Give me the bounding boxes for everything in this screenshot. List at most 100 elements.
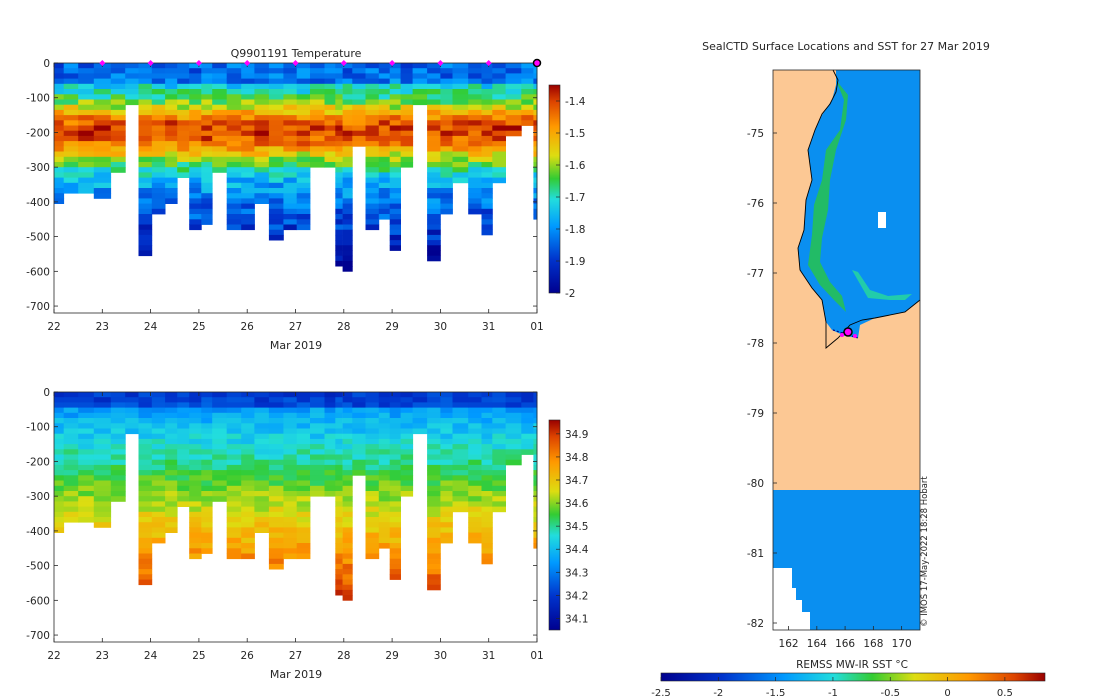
profile-cell <box>241 438 255 445</box>
profile-cell <box>177 156 190 163</box>
profile-cell <box>342 496 353 502</box>
profile-cell <box>283 156 298 163</box>
profile-cell <box>427 109 441 116</box>
profile-cell <box>412 83 428 90</box>
profile-cell <box>268 480 284 487</box>
profile-cell <box>151 115 166 121</box>
profile-cell <box>177 392 190 398</box>
profile-cell <box>268 177 284 184</box>
profile-cell <box>138 569 153 575</box>
profile-cell <box>481 511 493 518</box>
profile-cell <box>335 392 343 398</box>
profile-cell <box>365 470 380 476</box>
profile-cell <box>335 115 343 121</box>
profile-cell <box>226 99 242 106</box>
profile-cell <box>335 402 343 408</box>
profile-cell <box>226 83 242 90</box>
profile-cell <box>389 438 401 445</box>
profile-cell <box>138 418 153 424</box>
profile-cell <box>138 402 153 408</box>
profile-cell <box>335 579 343 586</box>
profile-cell <box>283 99 298 106</box>
profile-cell <box>533 511 538 518</box>
map-y-tick-label: -75 <box>747 128 764 140</box>
sst-colorbar-ticks: -2.5 -2 -1.5 -1 -0.5 0 0.5 <box>651 677 1013 699</box>
profile-cell <box>283 418 298 424</box>
profile-cell <box>226 527 242 533</box>
profile-cell <box>241 125 255 132</box>
profile-cell <box>427 438 441 445</box>
profile-cell <box>296 219 311 225</box>
profile-cell <box>427 250 441 257</box>
profile-cell <box>189 219 202 225</box>
profile-cell <box>468 470 482 476</box>
sst-colorbar-tick-label: -2 <box>713 688 723 699</box>
profile-cell <box>189 224 202 231</box>
profile-cell <box>481 146 493 152</box>
sst-colorbar-tick-label: -0.5 <box>880 688 900 699</box>
profile-cell <box>335 496 343 502</box>
profile-cell <box>342 255 353 262</box>
profile-cell <box>378 543 391 549</box>
profile-cell <box>201 167 213 173</box>
profile-cell <box>54 78 65 85</box>
profile-cell <box>427 558 441 565</box>
profile-cell <box>165 522 178 528</box>
profile-cell <box>427 563 441 570</box>
profile-cell <box>254 402 270 408</box>
profile-cell <box>352 109 366 116</box>
profile-cell <box>165 480 178 487</box>
profile-cell <box>63 392 79 398</box>
profile-cell <box>78 506 95 513</box>
profile-cell <box>283 496 298 502</box>
profile-cell <box>93 193 112 199</box>
profile-cell <box>78 182 95 189</box>
profile-cell <box>342 543 353 549</box>
profile-cell <box>533 449 538 455</box>
profile-cell <box>226 537 242 544</box>
profile-cell <box>201 198 213 204</box>
profile-cell <box>481 172 493 178</box>
profile-cell <box>440 522 453 528</box>
profile-cell <box>481 392 493 398</box>
profile-cell <box>138 177 153 184</box>
profile-cell <box>283 130 298 137</box>
profile-cell <box>201 418 213 424</box>
profile-cell <box>492 146 506 152</box>
profile-cell <box>389 167 401 173</box>
profile-cell <box>452 485 469 492</box>
profile-cell <box>138 162 153 168</box>
profile-cell <box>335 449 343 455</box>
profile-cell <box>212 433 228 440</box>
profile-cell <box>151 193 166 199</box>
profile-cell <box>492 167 506 173</box>
profile-cell <box>335 234 343 241</box>
profile-cell <box>533 130 538 137</box>
profile-cell <box>226 109 242 116</box>
profile-cell <box>241 392 255 398</box>
profile-cell <box>324 491 336 497</box>
profile-cell <box>492 109 506 116</box>
profile-cell <box>389 83 401 90</box>
profile-cell <box>54 151 65 158</box>
profile-cell <box>78 78 95 85</box>
profile-cell <box>492 449 506 455</box>
profile-cell <box>310 68 325 74</box>
profile-cell <box>342 208 353 215</box>
x-tick-label: 29 <box>385 321 398 333</box>
y-tick-label: -700 <box>26 630 50 642</box>
profile-cell <box>93 496 112 502</box>
profile-cell <box>481 135 493 142</box>
profile-cell <box>440 428 453 435</box>
profile-cell <box>492 470 506 476</box>
profile-cell <box>189 506 202 513</box>
profile-cell <box>93 177 112 184</box>
profile-cell <box>189 527 202 533</box>
profile-cell <box>177 73 190 79</box>
profile-cell <box>151 412 166 419</box>
profile-cell <box>226 459 242 466</box>
profile-cell <box>335 255 343 262</box>
profile-cell <box>378 99 391 106</box>
profile-cell <box>389 135 401 142</box>
profile-cell <box>296 89 311 95</box>
